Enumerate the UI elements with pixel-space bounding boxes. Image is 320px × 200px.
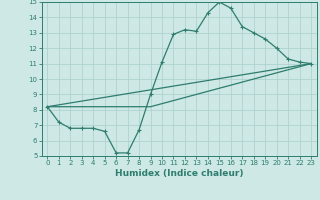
X-axis label: Humidex (Indice chaleur): Humidex (Indice chaleur) — [115, 169, 244, 178]
